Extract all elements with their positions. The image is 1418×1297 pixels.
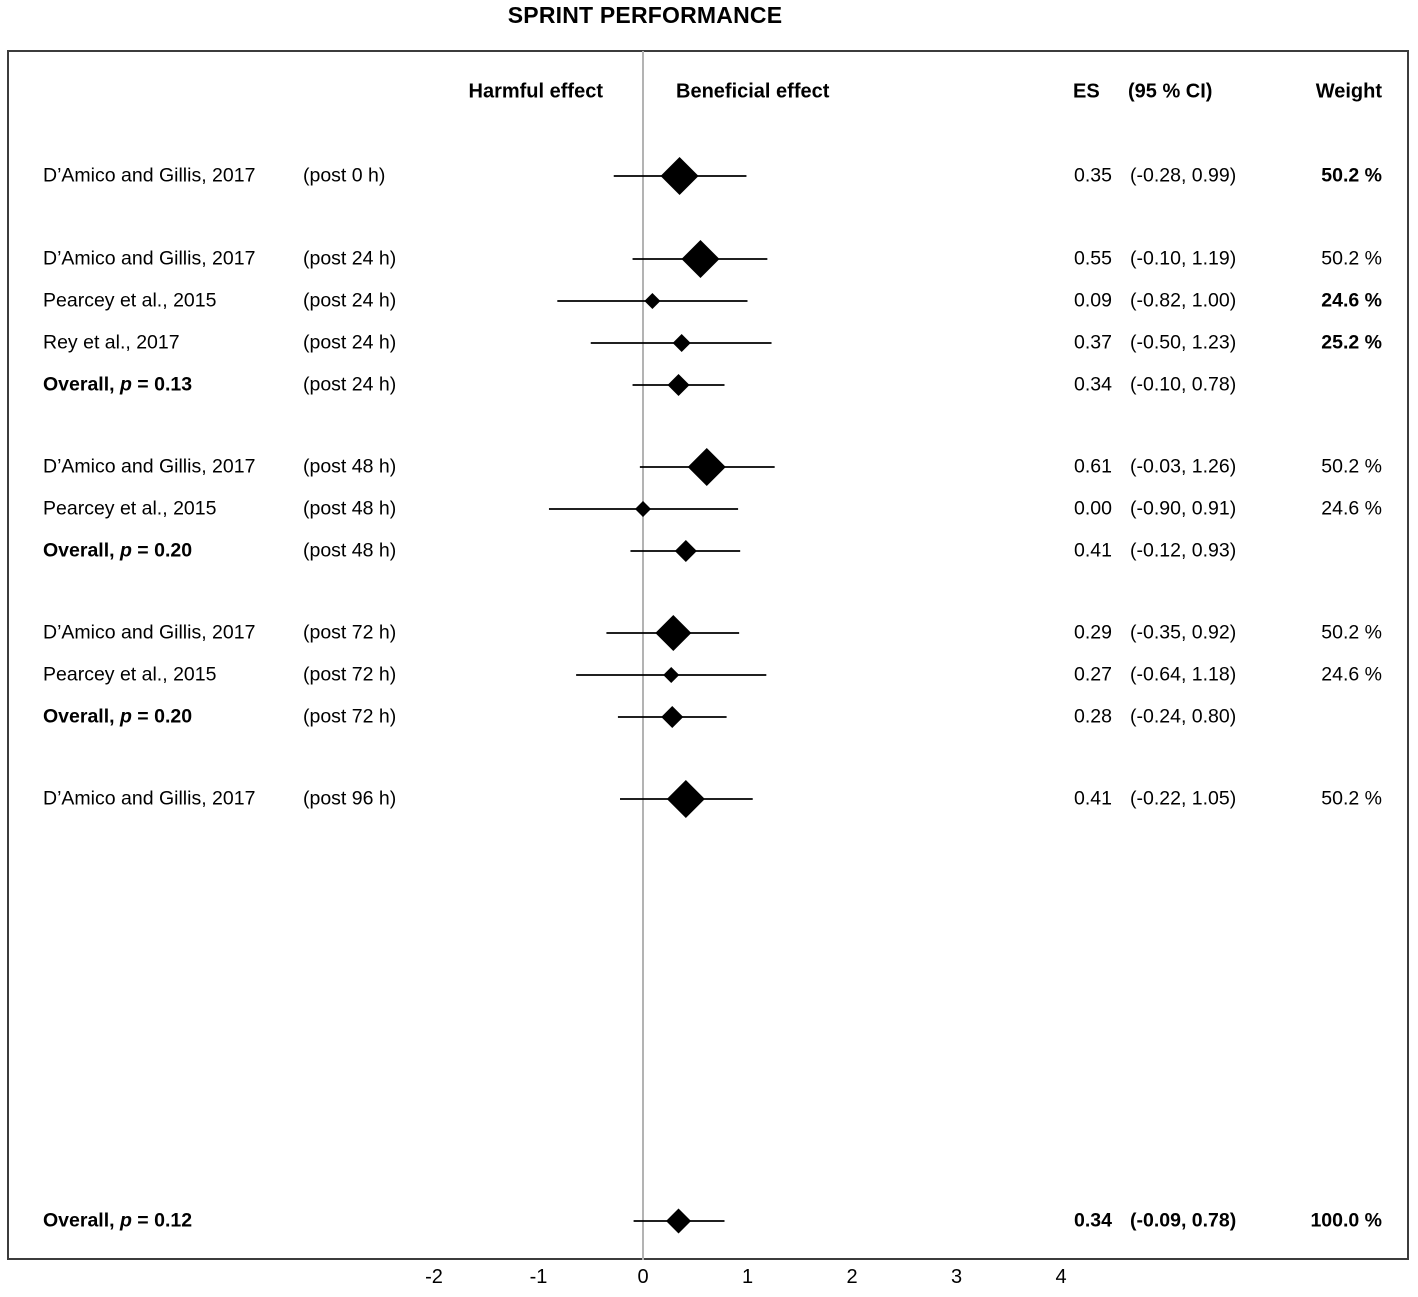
es-value: 0.35 — [1074, 164, 1112, 187]
ci-value: (-0.50, 1.23) — [1130, 331, 1237, 354]
weight-value: 100.0 % — [1310, 1209, 1382, 1232]
ci-value: (-0.64, 1.18) — [1130, 663, 1237, 686]
weight-value: 24.6 % — [1321, 497, 1382, 520]
overall-label: Overall, p = 0.13 — [43, 373, 193, 396]
ci-value: (-0.28, 0.99) — [1130, 164, 1237, 187]
es-value: 0.29 — [1074, 621, 1112, 644]
es-value: 0.41 — [1074, 787, 1112, 810]
p-symbol: p — [119, 705, 132, 728]
es-value: 0.37 — [1074, 331, 1112, 354]
es-value: 0.55 — [1074, 247, 1112, 270]
weight-value: 24.6 % — [1321, 663, 1382, 686]
timepoint-label: (post 96 h) — [303, 787, 397, 810]
ci-value: (-0.35, 0.92) — [1130, 621, 1237, 644]
weight-value: 25.2 % — [1321, 331, 1382, 354]
axis-tick-label: 0 — [637, 1266, 649, 1288]
axis-tick-label: 1 — [741, 1266, 754, 1288]
es-value: 0.00 — [1074, 497, 1112, 520]
zero-reference-line — [642, 51, 644, 1260]
study-label: Pearcey et al., 2015 — [43, 663, 217, 686]
study-label: Pearcey et al., 2015 — [43, 497, 217, 520]
axis-tick-label: -1 — [529, 1266, 548, 1288]
ci-value: (-0.22, 1.05) — [1130, 787, 1237, 810]
es-value: 0.09 — [1074, 289, 1112, 312]
es-value: 0.34 — [1074, 373, 1112, 396]
es-value: 0.27 — [1074, 663, 1112, 686]
overall-label: Overall, p = 0.12 — [43, 1209, 193, 1232]
study-label: Rey et al., 2017 — [43, 331, 180, 354]
timepoint-label: (post 0 h) — [303, 164, 386, 187]
ci-value: (-0.82, 1.00) — [1130, 289, 1237, 312]
timepoint-label: (post 48 h) — [303, 497, 397, 520]
ci-value: (-0.24, 0.80) — [1130, 705, 1237, 728]
axis-tick-label: 2 — [846, 1266, 858, 1288]
study-label: D’Amico and Gillis, 2017 — [43, 621, 256, 644]
weight-value: 50.2 % — [1321, 787, 1382, 810]
timepoint-label: (post 48 h) — [303, 539, 397, 562]
study-label: D’Amico and Gillis, 2017 — [43, 164, 256, 187]
effect-diamond — [687, 448, 726, 486]
effect-diamond — [672, 334, 691, 352]
effect-diamond — [674, 540, 697, 562]
effect-diamond — [666, 780, 705, 818]
axis-tick-label: -2 — [425, 1266, 443, 1288]
study-label: Pearcey et al., 2015 — [43, 289, 217, 312]
effect-diamond — [666, 1208, 692, 1234]
study-label: D’Amico and Gillis, 2017 — [43, 787, 256, 810]
ci-value: (-0.12, 0.93) — [1130, 539, 1237, 562]
effect-diamond — [644, 293, 661, 309]
weight-value: 50.2 % — [1321, 621, 1382, 644]
es-value: 0.41 — [1074, 539, 1112, 562]
header-harmful-effect: Harmful effect — [468, 80, 603, 103]
ci-value: (-0.03, 1.26) — [1130, 455, 1237, 478]
timepoint-label: (post 72 h) — [303, 705, 397, 728]
overall-label: Overall, p = 0.20 — [43, 539, 193, 562]
effect-diamond — [663, 667, 680, 683]
p-symbol: p — [119, 373, 132, 396]
timepoint-label: (post 48 h) — [303, 455, 397, 478]
es-value: 0.34 — [1074, 1209, 1112, 1232]
overall-label: Overall, p = 0.20 — [43, 705, 193, 728]
study-label: D’Amico and Gillis, 2017 — [43, 455, 256, 478]
timepoint-label: (post 72 h) — [303, 663, 397, 686]
axis-tick-label: 3 — [950, 1266, 963, 1288]
plot-border-box — [7, 50, 1409, 1260]
es-value: 0.28 — [1074, 705, 1112, 728]
timepoint-label: (post 24 h) — [303, 247, 397, 270]
ci-value: (-0.90, 0.91) — [1130, 497, 1237, 520]
axis-tick-label: 4 — [1055, 1266, 1067, 1288]
p-symbol: p — [119, 1209, 132, 1232]
header-95ci: (95 % CI) — [1128, 80, 1213, 103]
header-beneficial-effect: Beneficial effect — [676, 80, 830, 103]
es-value: 0.61 — [1074, 455, 1112, 478]
effect-diamond — [660, 157, 699, 195]
p-symbol: p — [119, 539, 132, 562]
timepoint-label: (post 24 h) — [303, 289, 397, 312]
ci-value: (-0.09, 0.78) — [1130, 1209, 1237, 1232]
ci-value: (-0.10, 0.78) — [1130, 373, 1237, 396]
timepoint-label: (post 24 h) — [303, 331, 397, 354]
effect-diamond — [667, 374, 690, 396]
effect-diamond — [661, 706, 684, 728]
effect-diamond — [681, 240, 720, 278]
weight-value: 24.6 % — [1321, 289, 1382, 312]
timepoint-label: (post 72 h) — [303, 621, 397, 644]
chart-title: SPRINT PERFORMANCE — [507, 2, 783, 28]
ci-value: (-0.10, 1.19) — [1130, 247, 1237, 270]
timepoint-label: (post 24 h) — [303, 373, 397, 396]
weight-value: 50.2 % — [1321, 455, 1382, 478]
header-weight: Weight — [1315, 80, 1382, 103]
effect-diamond — [655, 615, 692, 651]
study-label: D’Amico and Gillis, 2017 — [43, 247, 256, 270]
effect-diamond — [635, 501, 651, 517]
weight-value: 50.2 % — [1321, 164, 1382, 187]
header-es: ES — [1073, 80, 1100, 103]
weight-value: 50.2 % — [1321, 247, 1382, 270]
